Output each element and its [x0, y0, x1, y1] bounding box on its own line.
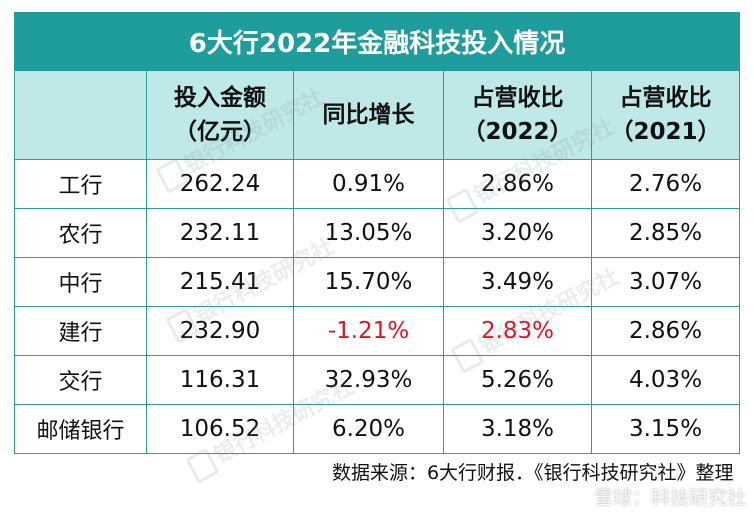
header-ratio-2021: 占营收比 （2021） — [590, 70, 741, 160]
growth-cell: 32.93% — [293, 355, 444, 405]
growth-cell: 15.70% — [293, 257, 444, 307]
growth-cell-negative: -1.21% — [293, 306, 444, 356]
table-title: 6大行2022年金融科技投入情况 — [13, 12, 741, 71]
header-amount-line1: 投入金额 — [174, 84, 266, 111]
investment-table-container: 6大行2022年金融科技投入情况 投入金额 （亿元） 同比增长 占营收比 （20… — [13, 12, 741, 500]
ratio-2021-cell: 2.85% — [590, 208, 741, 258]
ratio-2022-cell: 3.20% — [443, 208, 592, 258]
header-growth-line1: 同比增长 — [322, 101, 415, 128]
growth-cell: 6.20% — [293, 404, 444, 454]
ratio-2022-cell: 2.86% — [443, 159, 592, 209]
table-row: 农行 232.11 13.05% 3.20% 2.85% — [14, 208, 741, 258]
header-ratio-2022-line2: （2022） — [462, 119, 573, 145]
fintech-investment-table: 6大行2022年金融科技投入情况 投入金额 （亿元） 同比增长 占营收比 （20… — [13, 12, 741, 489]
header-row: 投入金额 （亿元） 同比增长 占营收比 （2022） 占营收比 （2021） — [14, 70, 741, 160]
ratio-2021-cell: 2.86% — [590, 306, 741, 356]
header-ratio-2022: 占营收比 （2022） — [443, 70, 592, 160]
header-amount-line2: （亿元） — [174, 119, 266, 145]
table-row: 邮储银行 106.52 6.20% 3.18% 3.15% — [14, 404, 741, 454]
bank-cell: 交行 — [14, 355, 147, 405]
table-row: 建行 232.90 -1.21% 2.83% 2.86% — [14, 306, 741, 356]
amount-cell: 106.52 — [146, 404, 294, 454]
ratio-2022-cell: 3.18% — [443, 404, 592, 454]
bank-cell: 中行 — [14, 257, 147, 307]
source-note: 数据来源：6大行财报．《银行科技研究社》整理 — [14, 453, 740, 489]
header-bank — [14, 70, 147, 160]
ratio-2021-cell: 3.15% — [590, 404, 741, 454]
bank-cell: 农行 — [14, 208, 147, 258]
growth-cell: 13.05% — [293, 208, 444, 258]
amount-cell: 232.11 — [146, 208, 294, 258]
ratio-2022-cell: 3.49% — [443, 257, 592, 307]
amount-cell: 262.24 — [146, 159, 294, 209]
amount-cell: 215.41 — [146, 257, 294, 307]
header-amount: 投入金额 （亿元） — [146, 70, 294, 160]
corner-watermark: 雪球：科技研究社 — [593, 487, 746, 509]
header-ratio-2021-line2: （2021） — [610, 119, 721, 145]
bank-cell: 工行 — [14, 159, 147, 209]
table-row: 中行 215.41 15.70% 3.49% 3.07% — [14, 257, 741, 307]
amount-cell: 116.31 — [146, 355, 294, 405]
header-ratio-2021-line1: 占营收比 — [619, 84, 712, 111]
amount-cell: 232.90 — [146, 306, 294, 356]
source-row: 数据来源：6大行财报．《银行科技研究社》整理 — [14, 453, 740, 489]
bank-cell: 邮储银行 — [14, 404, 147, 454]
ratio-2021-cell: 2.76% — [590, 159, 741, 209]
header-growth: 同比增长 — [293, 70, 444, 160]
ratio-2022-cell-highlight: 2.83% — [443, 306, 592, 356]
ratio-2021-cell: 4.03% — [590, 355, 741, 405]
header-ratio-2022-line1: 占营收比 — [471, 84, 564, 111]
title-row: 6大行2022年金融科技投入情况 — [13, 12, 741, 71]
ratio-2022-cell: 5.26% — [443, 355, 592, 405]
bank-cell: 建行 — [14, 306, 147, 356]
table-row: 交行 116.31 32.93% 5.26% 4.03% — [14, 355, 741, 405]
ratio-2021-cell: 3.07% — [590, 257, 741, 307]
growth-cell: 0.91% — [293, 159, 444, 209]
table-row: 工行 262.24 0.91% 2.86% 2.76% — [14, 159, 741, 209]
